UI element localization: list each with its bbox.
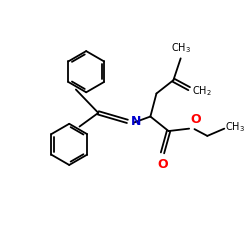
Text: N: N — [130, 115, 141, 128]
Text: CH$_3$: CH$_3$ — [226, 120, 246, 134]
Text: O: O — [190, 113, 201, 126]
Text: CH$_2$: CH$_2$ — [192, 85, 211, 98]
Text: CH$_3$: CH$_3$ — [171, 41, 191, 55]
Text: O: O — [157, 158, 168, 171]
